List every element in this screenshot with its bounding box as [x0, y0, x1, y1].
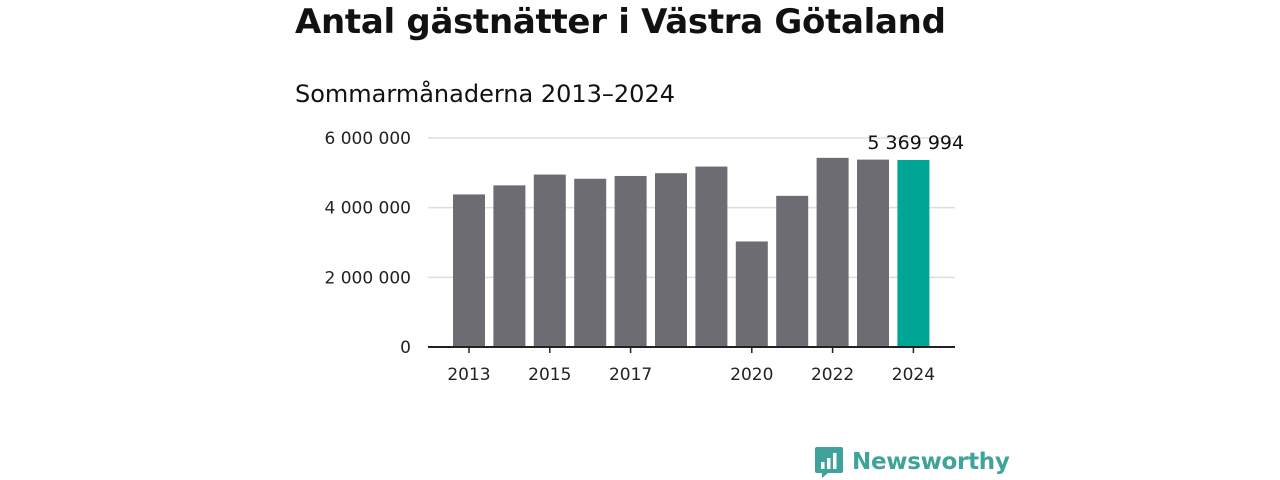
value-label: 5 369 994	[867, 132, 964, 154]
bar-2018	[655, 173, 687, 347]
bar-2021	[776, 195, 809, 347]
y-tick-label: 2 000 000	[324, 268, 411, 288]
bar-2022	[816, 157, 849, 347]
labels: 0 2 000 000 4 000 000 6 000 000 2013 2015 2017…	[324, 129, 964, 385]
x-tick-label: 2022	[811, 365, 854, 385]
bar-chart-speech-bubble-icon	[815, 447, 843, 478]
newsworthy-logo: Newsworthy	[814, 445, 1010, 479]
x-tick-label: 2020	[730, 365, 773, 385]
bar-2023	[857, 159, 889, 347]
bar-2016	[574, 178, 607, 347]
axes	[428, 346, 955, 353]
y-tick-label: 4 000 000	[324, 199, 411, 219]
y-tick-label: 6 000 000	[324, 129, 411, 149]
bar-2017	[614, 175, 647, 347]
bar-2020	[735, 241, 768, 347]
chart-subtitle: Sommarmånaderna 2013–2024	[295, 80, 675, 108]
bar-2024	[897, 159, 930, 347]
x-tick-label: 2017	[609, 365, 652, 385]
bar-2015	[533, 174, 566, 347]
y-tick-label: 0	[400, 338, 411, 358]
x-tick-label: 2015	[528, 365, 571, 385]
x-tick-label: 2013	[447, 365, 490, 385]
bar-2019	[695, 166, 728, 347]
bars	[453, 157, 930, 347]
brand-name: Newsworthy	[852, 449, 1010, 475]
bar-2014	[493, 185, 526, 347]
bar-2013	[453, 194, 485, 347]
x-tick-label: 2024	[892, 365, 935, 385]
chart-title: Antal gästnätter i Västra Götaland	[295, 2, 946, 42]
